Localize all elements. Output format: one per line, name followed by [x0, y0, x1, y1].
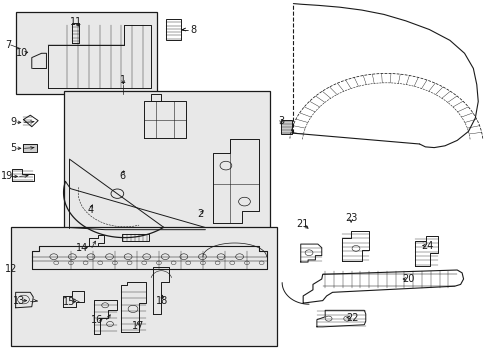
Text: 4: 4 — [87, 204, 93, 215]
Text: 13: 13 — [13, 296, 26, 306]
Bar — [11, 227, 277, 346]
Text: 23: 23 — [344, 213, 357, 223]
Text: 11: 11 — [69, 17, 82, 27]
Text: 12: 12 — [5, 264, 17, 274]
Bar — [16, 12, 157, 94]
Text: 16: 16 — [90, 315, 103, 325]
Text: 17: 17 — [131, 321, 144, 331]
Text: 10: 10 — [16, 48, 29, 58]
Bar — [281, 120, 291, 134]
Bar — [122, 234, 149, 241]
Text: 2: 2 — [197, 209, 203, 219]
Text: 14: 14 — [76, 243, 88, 253]
Bar — [166, 19, 181, 40]
Text: 6: 6 — [119, 171, 125, 181]
Text: 22: 22 — [345, 312, 358, 323]
Text: 18: 18 — [156, 296, 168, 306]
Text: 3: 3 — [278, 116, 284, 126]
Text: 19: 19 — [1, 171, 14, 181]
Text: 20: 20 — [401, 274, 414, 284]
Text: 7: 7 — [5, 40, 11, 50]
Text: 15: 15 — [63, 297, 76, 307]
Text: 21: 21 — [295, 219, 308, 229]
Text: 1: 1 — [120, 75, 126, 85]
Text: 8: 8 — [190, 24, 196, 35]
Text: 9: 9 — [11, 117, 17, 127]
Text: 24: 24 — [421, 240, 433, 251]
Text: 5: 5 — [11, 143, 17, 153]
Bar — [63, 91, 269, 235]
